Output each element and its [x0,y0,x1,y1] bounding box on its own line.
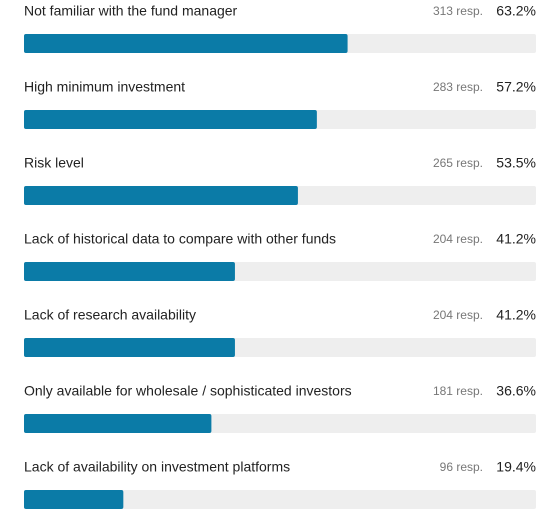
bar [24,490,124,509]
bar [24,338,235,357]
response-count: 313 resp. [433,4,483,18]
bar [24,262,235,281]
value-label: 57.2% [496,79,536,95]
response-count: 265 resp. [433,156,483,170]
category-label: Lack of availability on investment platf… [24,459,290,475]
value-label: 63.2% [496,3,536,19]
value-label: 41.2% [496,231,536,247]
response-count: 283 resp. [433,80,483,94]
bar [24,414,212,433]
response-count: 204 resp. [433,232,483,246]
category-label: Only available for wholesale / sophistic… [24,383,352,399]
bar [24,186,298,205]
category-label: High minimum investment [24,79,185,95]
response-count: 96 resp. [440,460,483,474]
response-count: 204 resp. [433,308,483,322]
bar [24,110,317,129]
category-label: Risk level [24,155,84,171]
response-count: 181 resp. [433,384,483,398]
category-label: Lack of research availability [24,307,196,323]
bar [24,34,348,53]
category-label: Lack of historical data to compare with … [24,231,336,247]
value-label: 41.2% [496,307,536,323]
category-label: Not familiar with the fund manager [24,3,238,19]
bar-track [24,490,536,509]
value-label: 53.5% [496,155,536,171]
value-label: 36.6% [496,383,536,399]
value-label: 19.4% [496,459,536,475]
